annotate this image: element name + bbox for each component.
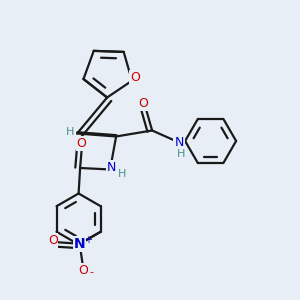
Text: N: N	[107, 161, 116, 175]
Text: N: N	[74, 237, 85, 251]
Text: H: H	[176, 149, 185, 160]
Text: N: N	[174, 136, 184, 149]
Text: O: O	[78, 264, 88, 277]
Text: O: O	[130, 71, 140, 84]
Text: H: H	[65, 127, 74, 137]
Text: -: -	[89, 267, 93, 277]
Text: O: O	[138, 97, 148, 110]
Text: O: O	[77, 137, 86, 151]
Text: O: O	[48, 234, 58, 247]
Text: H: H	[118, 169, 126, 179]
Text: +: +	[84, 235, 92, 245]
